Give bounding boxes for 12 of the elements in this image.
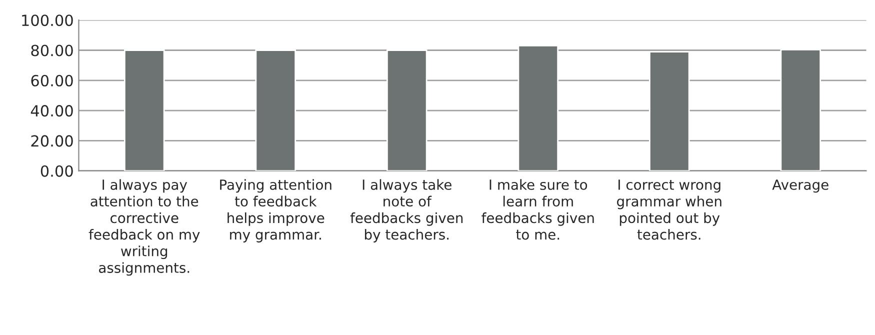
y-tick-label: 80.00 xyxy=(31,44,73,56)
y-tick-label: 100.00 xyxy=(22,14,73,26)
x-tick-label: Average xyxy=(772,180,828,193)
y-tick-label: 60.00 xyxy=(31,74,73,86)
x-tick-label: Paying attention to feedback helps improve my grammar. xyxy=(220,179,332,242)
x-tick-label: I always take note of feedbacks given by teachers. xyxy=(350,179,463,242)
x-tick-label: I correct wrong grammar when pointed out by teachers. xyxy=(617,180,722,240)
y-tick-label: 20.00 xyxy=(31,135,73,147)
y-tick-label: 0.00 xyxy=(40,165,73,177)
y-tick-label: 40.00 xyxy=(30,105,73,117)
x-tick-label: I always pay attention to the corrective feedback on my writing assignments. xyxy=(88,179,200,276)
x-tick-label: I make sure to learn from feedbacks given to me. xyxy=(482,179,594,240)
